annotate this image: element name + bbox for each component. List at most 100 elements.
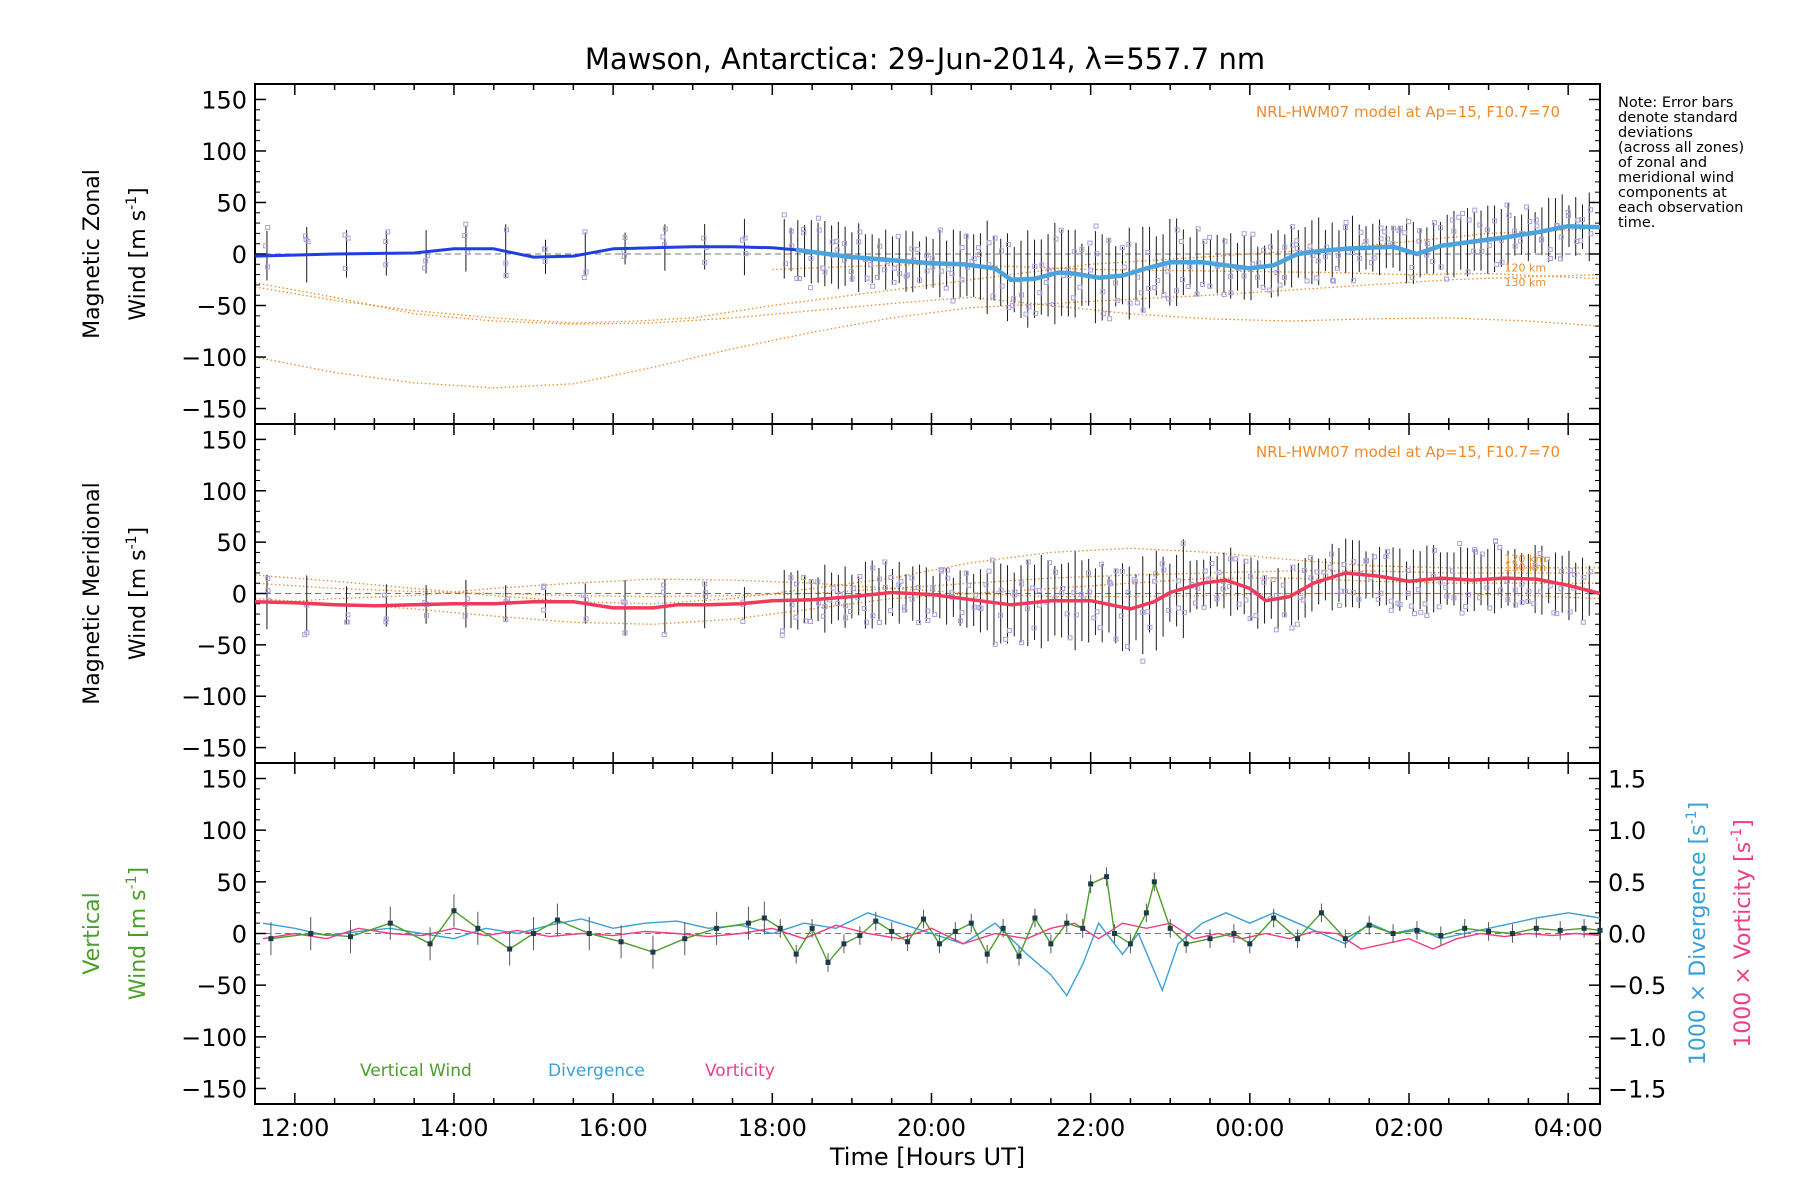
zone-point (1290, 224, 1296, 230)
zone-point (938, 567, 944, 573)
zone-point (835, 600, 841, 606)
zone-point (1093, 223, 1099, 229)
y-axis-label-close: ] (126, 187, 151, 196)
zone-point (808, 285, 814, 291)
zone-point (1241, 231, 1247, 237)
zone-point (1409, 264, 1415, 270)
zone-point (1512, 228, 1518, 234)
model-curve (254, 273, 1601, 389)
zone-point (265, 575, 271, 581)
zone-point (1200, 281, 1206, 287)
vertical-wind-point (1112, 931, 1118, 936)
zone-point (1161, 292, 1167, 298)
legend-divergence: Divergence (548, 1061, 645, 1081)
vertical-wind-point (968, 920, 974, 926)
zone-point (1071, 249, 1077, 255)
zone-point (1415, 587, 1421, 593)
zone-point (1547, 583, 1553, 589)
zone-point (864, 275, 870, 281)
zone-point (870, 283, 876, 289)
zone-point (1391, 225, 1397, 231)
zone-point (1221, 292, 1227, 298)
zone-point (1243, 597, 1249, 603)
vertical-wind-point (1183, 941, 1189, 947)
zone-point (1499, 259, 1505, 265)
zone-point (780, 628, 786, 634)
vertical-error-bars (270, 867, 1601, 972)
zone-point (959, 245, 965, 251)
y-tick-label: −100 (181, 344, 247, 372)
zone-point (1438, 264, 1444, 270)
y-tick-label: 100 (201, 138, 247, 166)
vertical-wind-point (1207, 936, 1213, 942)
zone-point (949, 271, 955, 277)
zone-point (1261, 579, 1267, 585)
zone-point (1450, 568, 1456, 574)
zone-point (1127, 300, 1133, 306)
zone-point (1492, 218, 1498, 224)
zone-point (938, 268, 944, 274)
zone-point (1280, 582, 1286, 588)
zone-point (822, 269, 828, 275)
zone-point (1037, 290, 1043, 296)
divergence-line (262, 912, 1601, 997)
zone-point (1241, 273, 1247, 279)
zone-point (1580, 619, 1586, 625)
zone-point (1067, 635, 1073, 641)
zone-point (999, 283, 1005, 289)
zone-point (1424, 241, 1430, 247)
zone-point (703, 593, 709, 599)
zone-point (1457, 541, 1463, 547)
zone-point (1277, 282, 1283, 288)
vertical-wind-point (841, 941, 847, 947)
zone-point (622, 234, 628, 240)
zone-point (1350, 590, 1356, 596)
y-tick-label: −100 (181, 683, 247, 711)
zone-point (808, 579, 814, 585)
zone-point (1266, 287, 1272, 293)
zone-point (978, 606, 984, 612)
zone-point (897, 271, 903, 277)
zone-point (1187, 264, 1193, 270)
vertical-wind-point (1486, 928, 1492, 934)
zone-point (1077, 284, 1083, 290)
note-line: time. (1618, 215, 1656, 231)
zone-point (1145, 250, 1151, 256)
zone-point (1159, 561, 1165, 567)
zone-point (1087, 589, 1093, 595)
zone-point (1194, 291, 1200, 297)
zone-point (1314, 275, 1320, 281)
vertical-wind-point (1143, 910, 1149, 916)
vertical-wind-point (387, 920, 393, 926)
note-line: meridional wind (1618, 170, 1735, 186)
vertical-wind-point (761, 915, 767, 921)
zone-point (850, 585, 856, 591)
zone-point (1431, 547, 1437, 553)
zone-point (1581, 574, 1587, 580)
vertical-wind-point (650, 949, 656, 955)
zone-point (1559, 568, 1565, 574)
y-axis-label: Wind [m s-1] (124, 527, 151, 660)
y2-tick-label: 0.0 (1608, 921, 1646, 949)
vertical-wind-point (1151, 879, 1157, 885)
vertical-wind-point (1032, 915, 1038, 921)
zone-point (383, 238, 389, 244)
zone-point (1010, 303, 1016, 309)
zone-point (1195, 585, 1201, 591)
y-tick-label: 50 (216, 869, 247, 897)
zone-point (1504, 202, 1510, 208)
zone-point (834, 238, 840, 244)
zone-point (829, 239, 835, 245)
zone-point (816, 227, 822, 233)
zone-point (1539, 236, 1545, 242)
legend-vertical-wind: Vertical Wind (360, 1061, 472, 1081)
y-axis-label-text: Wind [m s (126, 210, 151, 321)
zone-point (1273, 627, 1279, 633)
zone-point (1100, 311, 1106, 317)
y-tick-label: 0 (232, 581, 247, 609)
x-tick-label: 14:00 (419, 1114, 488, 1142)
zone-point (1337, 588, 1343, 594)
zone-point (1358, 229, 1364, 235)
vertical-wind-point (1247, 941, 1253, 947)
